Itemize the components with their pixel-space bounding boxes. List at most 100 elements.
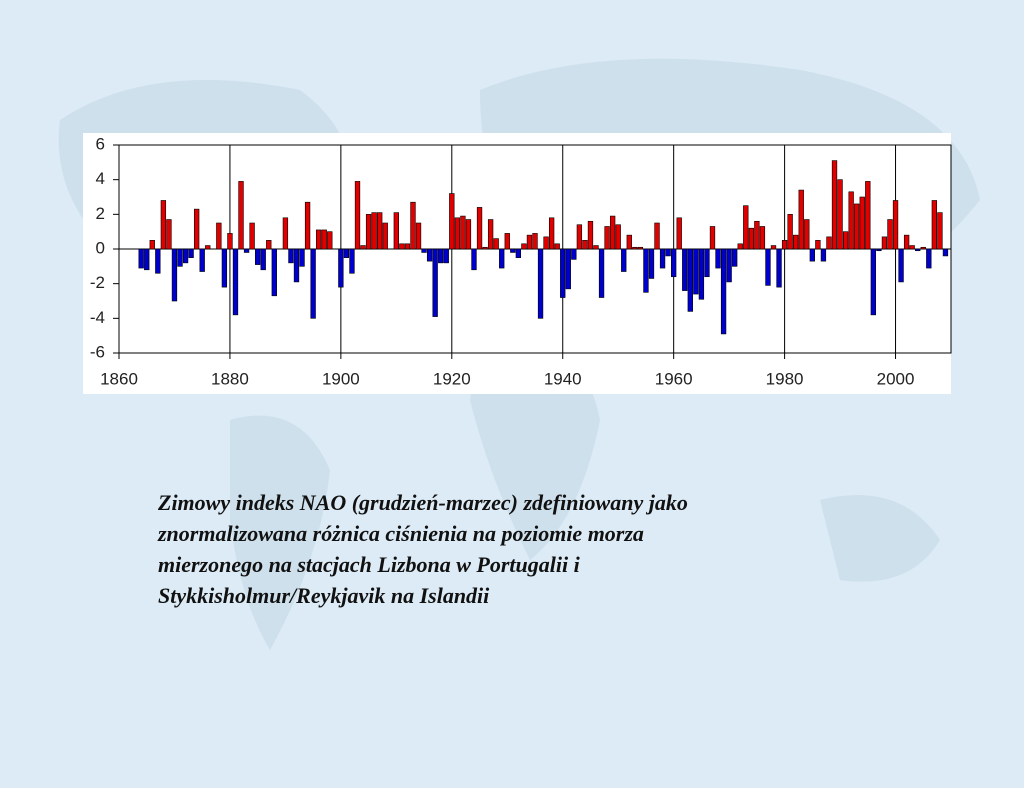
bar	[804, 219, 810, 250]
bar	[876, 248, 882, 252]
bar	[304, 201, 311, 250]
bar	[266, 240, 272, 250]
bar	[643, 248, 649, 293]
bar	[382, 222, 388, 250]
bar	[560, 248, 566, 298]
x-tick-label: 1880	[211, 369, 249, 388]
bar	[399, 243, 405, 250]
bar	[271, 248, 277, 297]
bar	[415, 222, 422, 250]
bar	[155, 248, 161, 274]
bar	[471, 248, 477, 271]
bar	[227, 233, 233, 250]
bar	[593, 245, 599, 250]
bar	[903, 234, 910, 250]
bar	[770, 245, 777, 250]
bar	[837, 179, 843, 250]
chart-panel	[83, 133, 951, 394]
bar	[754, 220, 760, 250]
bar	[482, 246, 488, 250]
bar	[543, 236, 549, 250]
bar	[288, 248, 294, 264]
bar	[449, 193, 455, 250]
bar	[221, 248, 228, 288]
bar	[171, 248, 178, 302]
bar	[499, 248, 505, 269]
caption-line: znormalizowana różnica ciśnienia na pozi…	[157, 521, 644, 546]
bar	[582, 240, 588, 250]
bar	[216, 222, 222, 250]
bar	[365, 214, 372, 250]
x-tick-label: 1860	[100, 369, 138, 388]
bar	[842, 231, 849, 250]
x-tick-label: 2000	[877, 369, 915, 388]
bar	[637, 246, 644, 250]
bar	[521, 243, 527, 250]
bar	[709, 226, 716, 250]
x-tick-label: 1940	[544, 369, 582, 388]
bar	[781, 240, 788, 250]
x-tick-label: 1920	[433, 369, 471, 388]
bar	[316, 229, 322, 250]
bar	[798, 189, 804, 250]
bar	[693, 248, 699, 295]
bar	[704, 248, 710, 278]
bar	[371, 212, 377, 250]
bar	[909, 245, 915, 250]
bar	[343, 248, 350, 258]
bar	[854, 203, 860, 250]
bar	[898, 248, 904, 283]
caption-line: mierzonego na stacjach Lizbona w Portuga…	[158, 552, 581, 577]
bar	[238, 181, 244, 250]
bar	[476, 207, 483, 250]
bar	[726, 248, 732, 283]
bar	[293, 248, 300, 283]
bar	[632, 246, 638, 250]
bar	[144, 248, 150, 271]
x-tick-label: 1960	[655, 369, 693, 388]
bar	[748, 227, 754, 250]
bar	[848, 191, 854, 250]
bar	[177, 248, 183, 267]
bar	[243, 248, 250, 253]
bar	[831, 160, 838, 250]
bar	[166, 219, 172, 250]
bar	[815, 240, 821, 250]
bar	[565, 248, 571, 290]
bar	[310, 248, 316, 319]
bar	[942, 248, 949, 257]
bar	[926, 248, 932, 269]
bar	[937, 212, 943, 250]
bar	[255, 248, 261, 265]
bar	[282, 217, 289, 250]
bar	[299, 248, 305, 267]
bar	[571, 248, 577, 260]
bar	[410, 201, 416, 250]
x-tick-label: 1900	[322, 369, 360, 388]
bar	[765, 248, 771, 286]
bar	[659, 248, 666, 269]
bar	[327, 231, 333, 250]
bar	[887, 219, 893, 250]
chart: 1860 1880 1900 1920 1940 1960 1980 2000 -6 -4 -2 0 2…	[90, 134, 952, 388]
bar	[776, 248, 782, 288]
y-tick-label: -4	[90, 308, 105, 327]
bar	[743, 205, 749, 250]
bar	[260, 248, 266, 271]
bar	[432, 248, 438, 317]
bar	[859, 196, 865, 250]
bar	[354, 181, 361, 250]
bar	[687, 248, 693, 312]
plot-frame	[118, 144, 952, 354]
bar	[149, 240, 155, 250]
bar	[609, 215, 616, 250]
bar	[870, 248, 877, 316]
bar	[421, 248, 427, 253]
y-tick-label: 2	[96, 204, 105, 223]
bar	[809, 248, 815, 262]
y-tick-label: 0	[96, 238, 105, 257]
bar	[759, 226, 766, 250]
bar	[182, 248, 189, 264]
bar	[548, 217, 555, 250]
